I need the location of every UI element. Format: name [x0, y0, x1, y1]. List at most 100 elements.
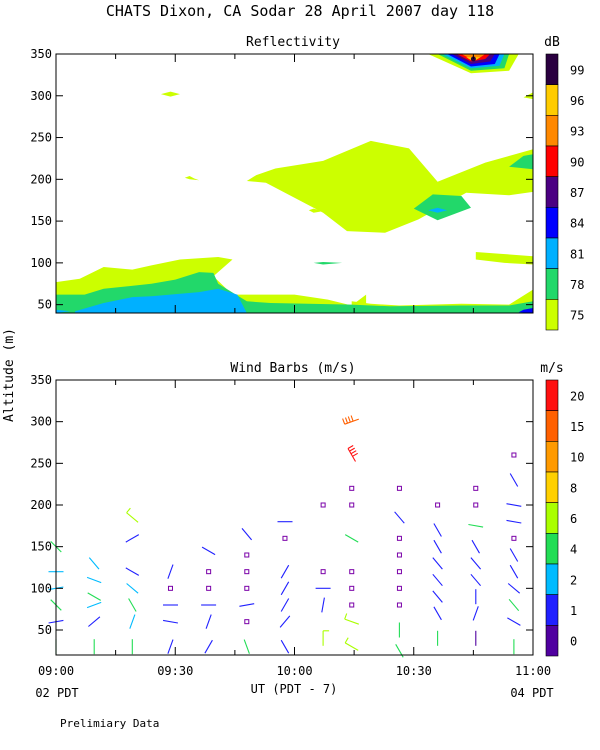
reflectivity-contours [56, 54, 534, 313]
figure-title: CHATS Dixon, CA Sodar 28 April 2007 day … [106, 2, 494, 20]
colorbar-label: 8 [570, 481, 577, 495]
wind-barb [506, 519, 522, 524]
footer-note: Prelimiary Data [60, 717, 159, 730]
wind-barb [88, 557, 100, 570]
colorbar-label: 78 [570, 278, 584, 292]
colorbar-label: 99 [570, 63, 584, 77]
y-tick-label: 50 [38, 298, 52, 312]
wind-barb [433, 523, 442, 537]
wind-barb-calm [206, 569, 212, 575]
wind-barb [125, 534, 140, 543]
wind-barb [471, 539, 480, 554]
colorbar-label: 96 [570, 94, 584, 108]
wind-barb [167, 639, 174, 654]
reflectivity-peak-marker [470, 56, 476, 62]
wind-barb [204, 639, 213, 654]
wind-barb-calm [396, 535, 402, 541]
wind-units: m/s [540, 361, 563, 376]
x-axis-label: UT (PDT - 7) [251, 682, 338, 696]
y-tick-label: 50 [38, 623, 52, 637]
wind-barb [86, 576, 102, 584]
wind-barb [280, 598, 290, 612]
wind-barb [433, 606, 442, 621]
wind-barb-calm [282, 535, 288, 541]
wind-barb [205, 614, 212, 629]
y-tick-label: 150 [30, 540, 52, 554]
wind-barb [342, 415, 359, 425]
wind-barb-calm [396, 569, 402, 575]
wind-barb [347, 445, 358, 462]
y-tick-label: 300 [30, 415, 52, 429]
wind-frame [55, 379, 534, 656]
wind-barb [239, 603, 255, 607]
colorbar-swatch [545, 441, 559, 473]
wind-barb-calm [435, 502, 441, 508]
wind-barb [470, 557, 482, 570]
wind-barb [432, 557, 443, 570]
wind-barb-calm [396, 552, 402, 558]
wind-barb-calm [473, 485, 479, 491]
wind-title: Wind Barbs (m/s) [230, 361, 355, 376]
wind-barb-calm [396, 585, 402, 591]
reflectivity-contour-78db [413, 194, 471, 221]
wind-barb-calm [320, 569, 326, 575]
y-tick-label: 200 [30, 172, 52, 186]
reflectivity-contour-81db [428, 207, 448, 213]
reflectivity-title: Reflectivity [246, 35, 340, 50]
wind-barb-calm [396, 485, 402, 491]
x-tick-label: 10:00 [276, 664, 312, 678]
colorbar-swatch [545, 471, 559, 503]
wind-barb [509, 473, 519, 487]
wind-barb [509, 564, 519, 579]
wind-barb-calm [167, 585, 173, 591]
colorbar-label: 84 [570, 217, 584, 231]
wind-barb [507, 617, 521, 626]
colorbar-label: 75 [570, 309, 584, 323]
colorbar-swatch [545, 115, 559, 147]
y-tick-label: 350 [30, 47, 52, 61]
wind-barb [470, 573, 482, 587]
reflectivity-contour-75db [475, 252, 533, 265]
reflectivity-contour-75db [308, 208, 324, 213]
colorbar-swatch [545, 299, 559, 331]
wind-barb-calm [511, 535, 517, 541]
wind-y-axis: 50 100 150 200 250 300 350 [30, 373, 533, 637]
wind-barb [280, 639, 290, 654]
colorbar-label: 81 [570, 247, 584, 261]
y-tick-label: 100 [30, 581, 52, 595]
reflectivity-y-axis: 50 100 150 200 250 300 350 [30, 47, 533, 312]
wind-barb [243, 639, 250, 654]
wind-barb-calm [349, 602, 355, 608]
x-tick-label: 09:30 [157, 664, 193, 678]
wind-barb [344, 613, 359, 625]
wind-barb [241, 528, 253, 541]
wind-barb [201, 546, 216, 556]
wind-barb [344, 637, 359, 651]
colorbar-swatch [545, 533, 559, 565]
reflectivity-contour-75db [160, 91, 180, 97]
wind-barb-calm [349, 502, 355, 508]
wind-barb [321, 597, 325, 613]
reflectivity-colorbar: 99 96 93 90 87 84 81 78 75 [545, 53, 584, 331]
colorbar-swatch [545, 53, 559, 85]
y-tick-label: 350 [30, 373, 52, 387]
reflectivity-contour-75db [246, 140, 534, 233]
wind-barb [394, 511, 405, 524]
colorbar-swatch [545, 502, 559, 534]
y-tick-label: 150 [30, 214, 52, 228]
y-tick-label: 200 [30, 498, 52, 512]
y-tick-label: 250 [30, 131, 52, 145]
colorbar-swatch [545, 563, 559, 595]
reflectivity-contour-75db [184, 176, 200, 181]
colorbar-label: 20 [570, 389, 584, 403]
colorbar-swatch [545, 84, 559, 116]
wind-barb [129, 614, 136, 629]
colorbar-swatch [545, 237, 559, 269]
colorbar-label: 0 [570, 635, 577, 649]
wind-barbs [48, 415, 522, 658]
wind-barb [125, 567, 140, 576]
colorbar-label: 87 [570, 186, 584, 200]
colorbar-swatch [545, 410, 559, 442]
